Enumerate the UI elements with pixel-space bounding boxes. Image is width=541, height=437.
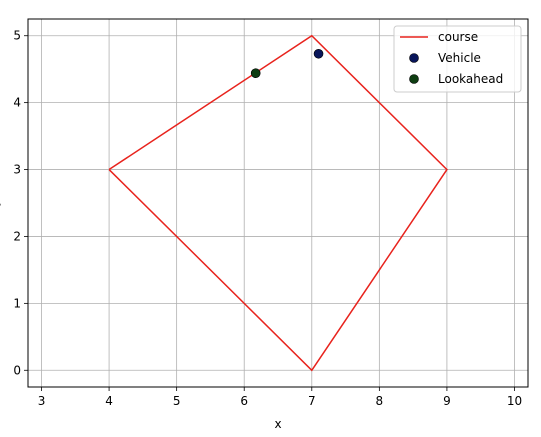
y-tick-label: 3 — [13, 163, 21, 177]
x-tick-label: 9 — [443, 394, 451, 408]
x-axis-label: x — [274, 417, 281, 431]
axes-frame — [27, 18, 529, 388]
x-tick-label: 4 — [105, 394, 113, 408]
x-tick-label: 3 — [38, 394, 46, 408]
legend-label: course — [438, 30, 478, 44]
legend-label: Vehicle — [438, 51, 481, 65]
legend: course Vehicle Lookahead — [393, 25, 522, 93]
plot-area — [108, 34, 448, 372]
legend-vehicle-swatch — [409, 53, 419, 63]
x-tick-label: 6 — [240, 394, 248, 408]
course-line — [108, 34, 448, 372]
lookahead-point — [250, 68, 261, 78]
y-axis-label: y — [0, 199, 1, 206]
x-tick-label: 10 — [507, 394, 522, 408]
y-tick-label: 5 — [13, 29, 21, 43]
vehicle-point — [313, 48, 324, 59]
y-tick-label: 4 — [13, 96, 21, 110]
legend-box — [393, 25, 522, 93]
x-tick-label: 5 — [173, 394, 181, 408]
ticks: 3 4 5 6 7 8 9 10 0 1 2 3 4 5 — [13, 29, 522, 408]
legend-label: Lookahead — [438, 72, 503, 86]
y-tick-label: 1 — [13, 296, 21, 310]
y-tick-label: 2 — [13, 229, 21, 243]
x-tick-label: 8 — [376, 394, 384, 408]
legend-lookahead-swatch — [409, 74, 419, 84]
y-tick-label: 0 — [13, 363, 21, 377]
x-tick-label: 7 — [308, 394, 316, 408]
